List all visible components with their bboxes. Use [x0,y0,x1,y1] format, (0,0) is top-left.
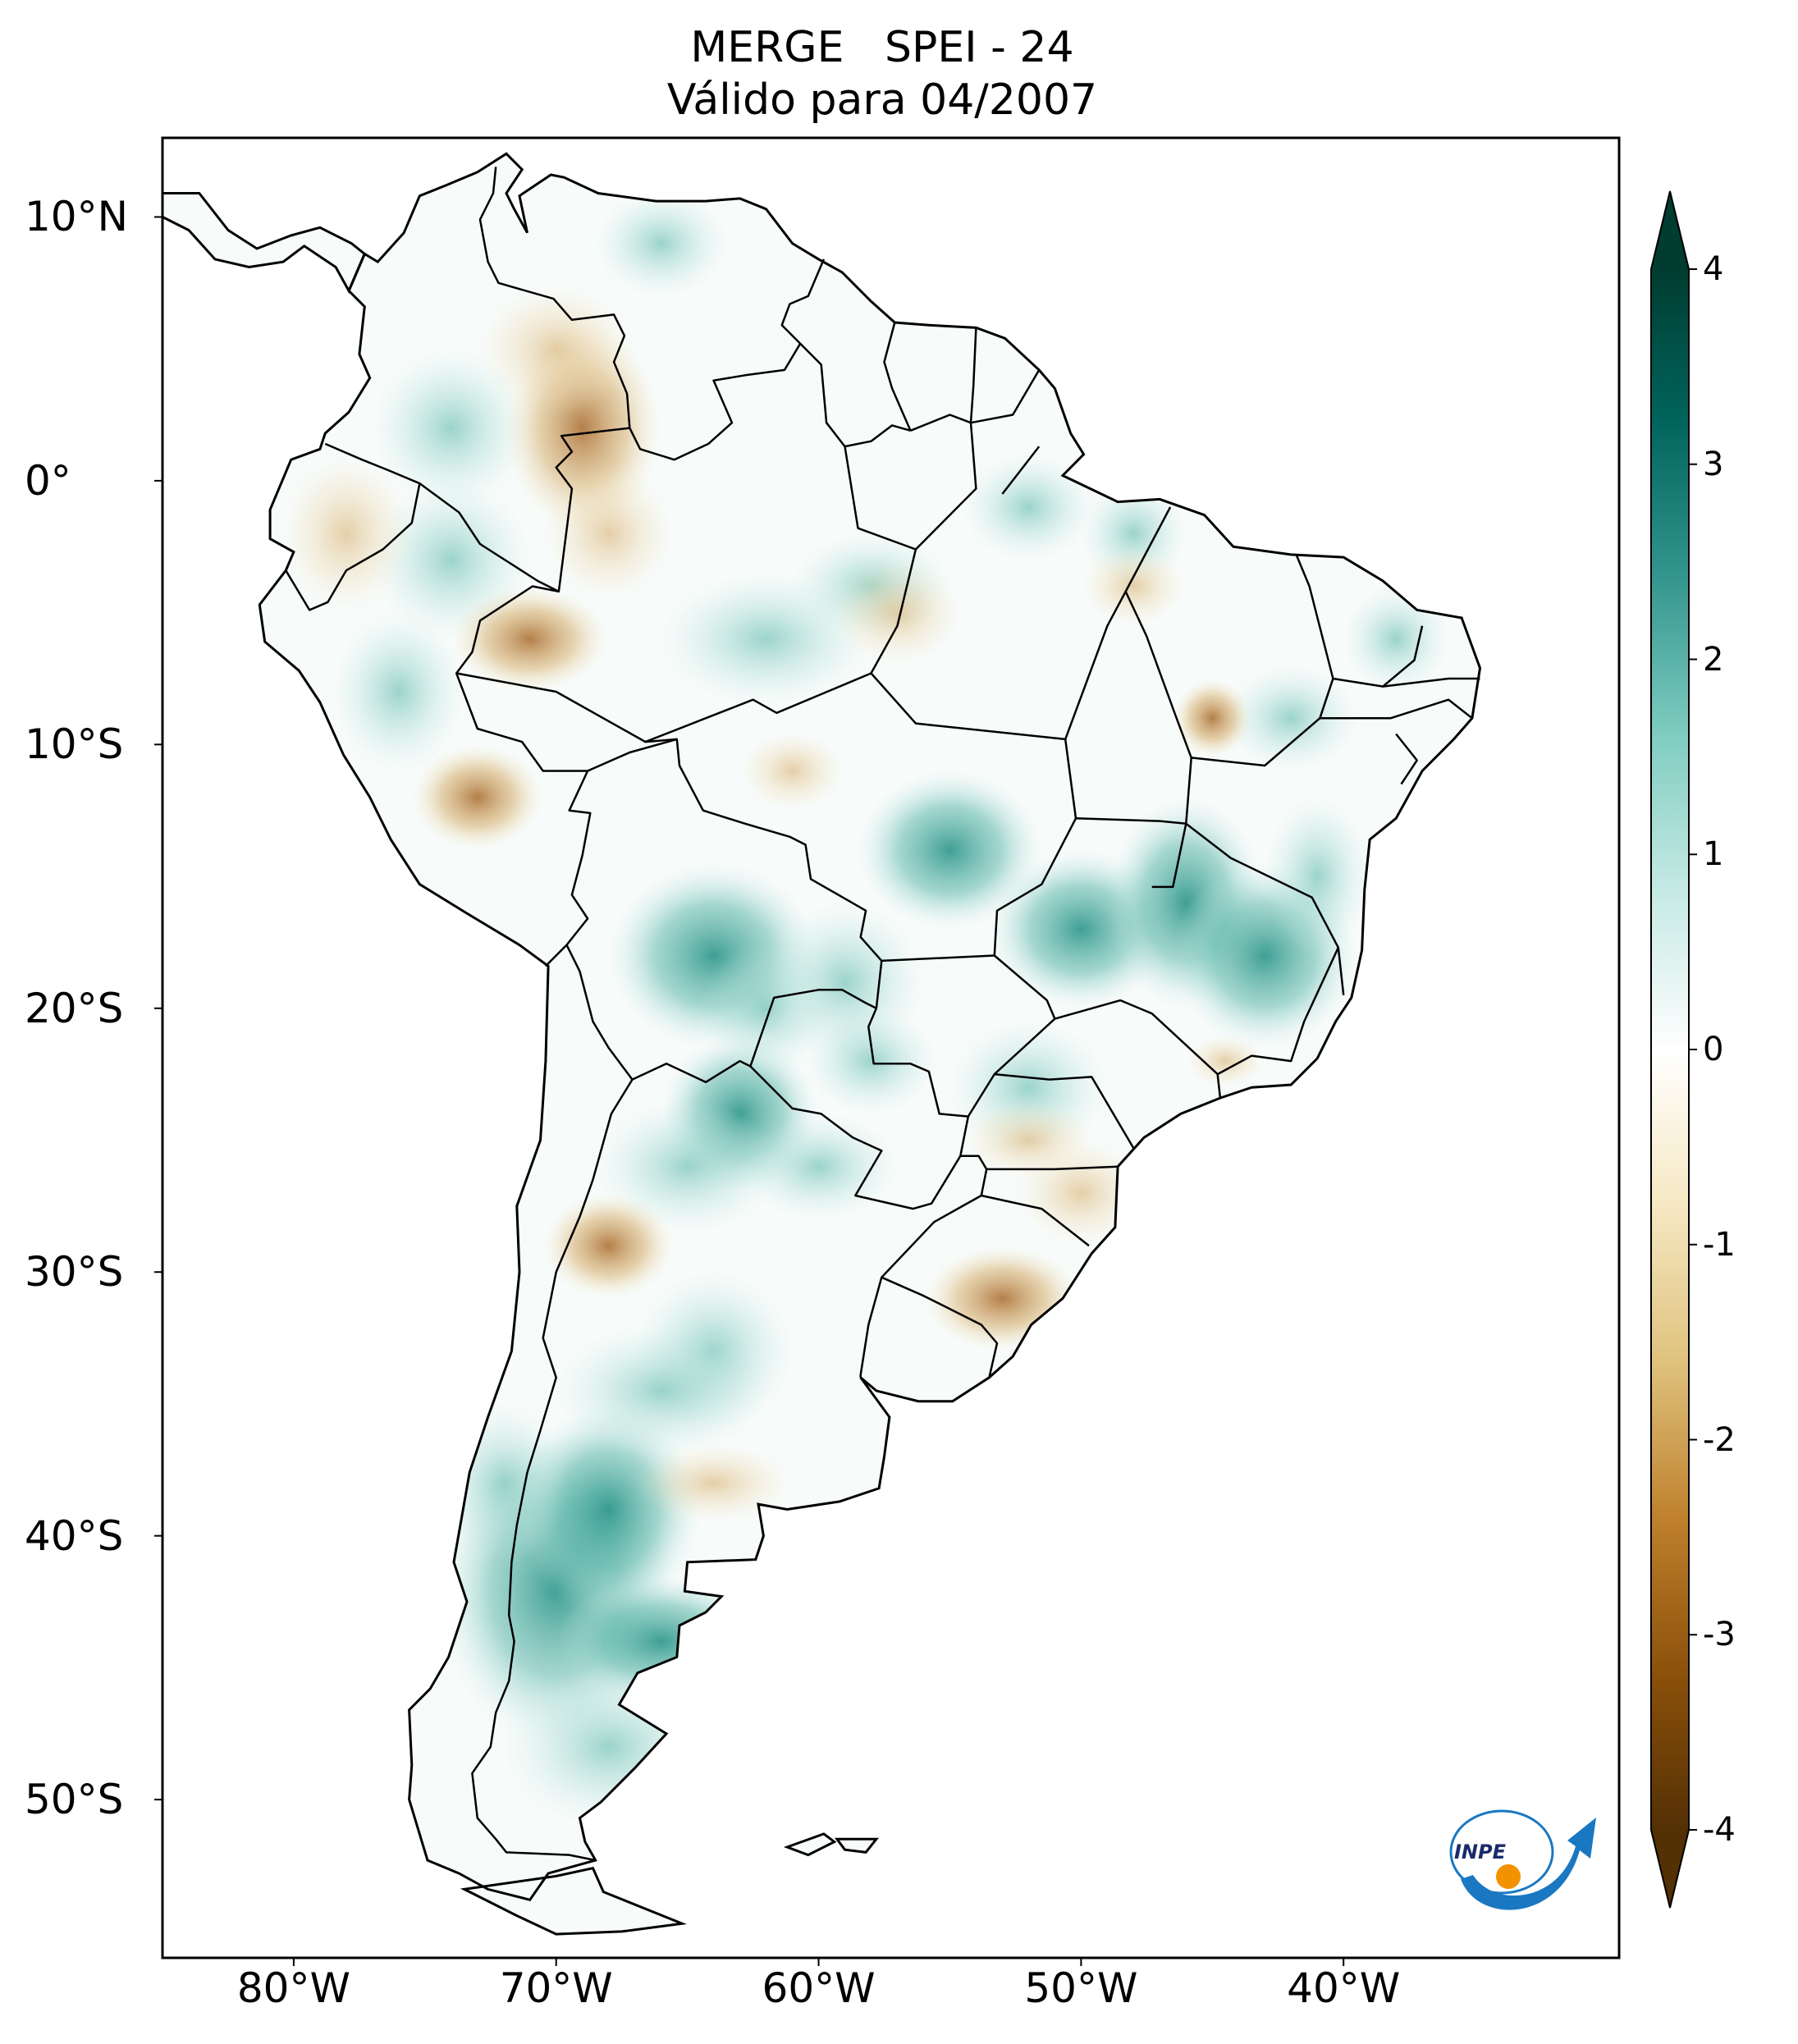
spei-anomaly-patch [831,560,963,665]
country-border [1185,822,1340,1076]
spei-anomaly-patch [1173,678,1252,758]
colorbar-extend-min [1651,1830,1689,1908]
latitude-label: 40°S [25,1511,124,1560]
spei-anomaly-patch [805,1008,937,1114]
spei-anomaly-patch [595,1100,780,1233]
inpe-logo: INPE [1449,1809,1596,1910]
longitude-tick-marks [292,1958,1345,1966]
country-border [994,1072,1135,1149]
latitude-tick-marks [154,216,162,1801]
colorbar-tick-label: 4 [1703,250,1724,288]
country-border [455,427,630,772]
colorbar-tick-label: -2 [1703,1420,1736,1459]
map-title: MERGE SPEI - 24 [690,23,1074,72]
inpe-logo-text: INPE [1454,1841,1507,1863]
coastline [460,1866,688,1936]
country-border [324,442,560,593]
country-border [1151,823,1187,889]
country-border [629,258,826,461]
spei-anomaly-patch [963,1100,1095,1180]
longitude-label: 50°W [1024,1964,1138,2012]
country-border [993,817,1222,1099]
spei-anomaly-patch [1343,586,1449,693]
spei-anomaly-patch [556,1324,766,1457]
country-border [1383,677,1480,688]
latitude-label: 20°S [25,984,124,1032]
spei-anomaly-patch [858,771,1042,930]
country-borders [161,152,1482,1936]
country-border [1395,733,1418,785]
spei-anomaly-patch [739,1113,898,1219]
latitude-label: 10°N [25,193,129,241]
country-border [471,1078,634,1862]
country-border [1064,506,1172,740]
spei-anomaly-patch [739,731,845,811]
country-border [1001,446,1041,495]
spei-anomaly-patch [634,1443,793,1523]
colorbar-tick-label: -1 [1703,1225,1736,1264]
colorbar-tick-label: -3 [1703,1616,1736,1654]
country-border [749,1065,962,1210]
country-border [915,423,977,551]
spei-anomaly-patch [963,454,1095,560]
spei-anomaly-patch [372,349,530,508]
country-border [1333,625,1424,688]
country-border [970,369,1041,424]
country-border [859,1277,883,1378]
coastline [258,152,1482,1902]
colorbar-tick-label: -4 [1703,1811,1736,1849]
latitude-label: 30°S [25,1248,124,1296]
country-border [545,770,592,967]
colorbar-tick-label: 1 [1703,835,1724,874]
spei-anomaly-patch [1265,797,1370,956]
longitude-label: 60°W [762,1964,876,2012]
spei-anomaly-patch [542,467,675,600]
colorbar-tick-label: 2 [1703,640,1724,679]
spei-anomaly-patch [332,612,464,771]
country-border [455,672,677,743]
spei-anomaly-patch [595,190,727,296]
country-border [565,944,634,1081]
latitude-label: 50°S [25,1776,124,1824]
country-border [631,989,877,1084]
country-border [986,1165,1119,1171]
country-border [478,167,631,428]
spei-anomaly-patch [1081,546,1187,626]
longitude-label: 40°W [1287,1964,1401,2012]
country-border [883,322,912,432]
spei-anomaly-patch [542,1192,675,1299]
colorbar-tick-label: 0 [1703,1031,1724,1068]
colorbar [1650,190,1697,1909]
spei-anomaly-patch [280,454,412,613]
spei-anomaly-patch [411,744,543,850]
colorbar-extend-max [1651,191,1689,269]
spei-anomaly-patch [1186,1034,1265,1088]
colorbar-gradient [1651,269,1689,1830]
country-border [981,1194,1090,1247]
coastline [161,192,367,294]
colorbar-tick-label: 3 [1703,445,1724,483]
country-border [1191,554,1334,767]
country-border [881,954,995,963]
country-border [867,1008,970,1157]
coastline [783,1832,837,1857]
country-border [1320,698,1473,720]
longitude-label: 80°W [236,1964,350,2012]
latitude-label: 0° [25,456,71,505]
country-border [1337,947,1345,995]
spei-anomaly-patch [1225,665,1357,771]
country-border [285,482,421,611]
longitude-label: 70°W [499,1964,613,2012]
coastline [834,1837,880,1854]
map-subtitle: Válido para 04/2007 [666,75,1098,125]
latitude-label: 10°S [25,720,124,769]
